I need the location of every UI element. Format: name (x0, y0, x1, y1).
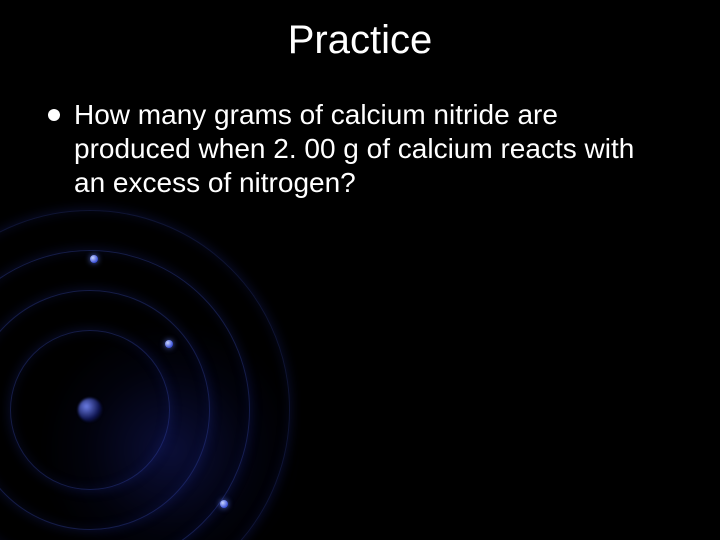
orbit-ring-icon (10, 330, 170, 490)
atom-orbit-background (0, 200, 300, 540)
orbit-ring-icon (0, 290, 210, 530)
orbit-ring-icon (0, 250, 250, 540)
bullet-item: How many grams of calcium nitride are pr… (48, 98, 672, 200)
slide: Practice How many grams of calcium nitri… (0, 0, 720, 540)
nucleus-icon (78, 398, 102, 422)
slide-title: Practice (0, 18, 720, 63)
electron-icon (165, 340, 173, 348)
glow-flare (40, 320, 300, 540)
electron-icon (220, 500, 228, 508)
bullet-dot-icon (48, 109, 60, 121)
electron-icon (90, 255, 98, 263)
bullet-text: How many grams of calcium nitride are pr… (74, 98, 672, 200)
slide-body: How many grams of calcium nitride are pr… (48, 98, 672, 200)
orbit-ring-icon (0, 210, 290, 540)
